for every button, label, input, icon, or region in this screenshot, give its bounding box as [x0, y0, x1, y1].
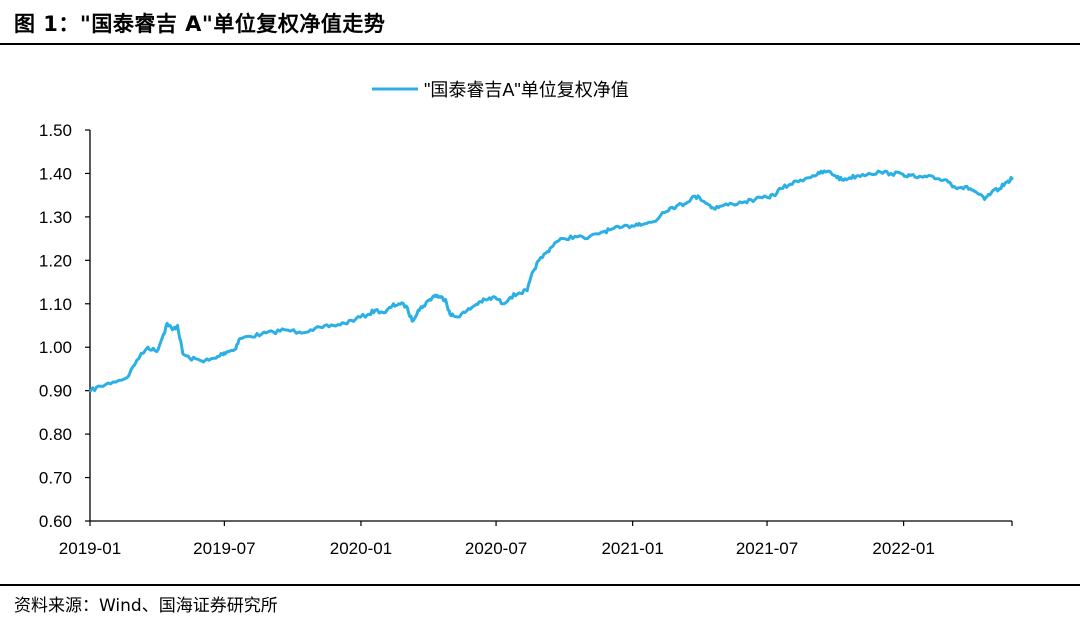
y-tick-label: 1.30 [39, 208, 72, 227]
x-tick-label: 2021-07 [736, 539, 798, 558]
source-note: 资料来源：Wind、国海证券研究所 [14, 596, 278, 616]
y-tick-label: 1.20 [39, 251, 72, 270]
line-chart: "国泰睿吉A"单位复权净值 0.60 0.70 0.80 0.90 1.00 1.10 1.… [39, 80, 1014, 558]
y-tick-label: 1.10 [39, 295, 72, 314]
x-tick-label: 2019-07 [193, 539, 255, 558]
legend-label: "国泰睿吉A"单位复权净值 [424, 80, 629, 100]
figure-title: 图 1："国泰睿吉 A"单位复权净值走势 [14, 12, 386, 36]
chart-legend: "国泰睿吉A"单位复权净值 [372, 80, 629, 100]
top-divider [0, 43, 1080, 45]
series-line-nav [89, 169, 1014, 393]
y-axis-tick-labels: 0.60 0.70 0.80 0.90 1.00 1.10 1.20 1.30 1.40 1.50 [39, 121, 72, 531]
y-tick-label: 0.60 [39, 512, 72, 531]
x-tick-label: 2021-01 [601, 539, 663, 558]
y-tick-label: 1.40 [39, 164, 72, 183]
bottom-divider [0, 584, 1080, 586]
x-axis-tick-labels: 2019-01 2019-07 2020-01 2020-07 2021-01 2021-… [59, 539, 935, 558]
y-tick-label: 0.90 [39, 382, 72, 401]
y-tick-label: 0.80 [39, 425, 72, 444]
x-tick-label: 2020-01 [330, 539, 392, 558]
chart-axes [85, 129, 1013, 526]
y-tick-label: 1.50 [39, 121, 72, 140]
y-tick-label: 1.00 [39, 338, 72, 357]
x-tick-label: 2019-01 [59, 539, 121, 558]
y-tick-label: 0.70 [39, 469, 72, 488]
x-tick-label: 2022-01 [872, 539, 934, 558]
x-tick-label: 2020-07 [465, 539, 527, 558]
